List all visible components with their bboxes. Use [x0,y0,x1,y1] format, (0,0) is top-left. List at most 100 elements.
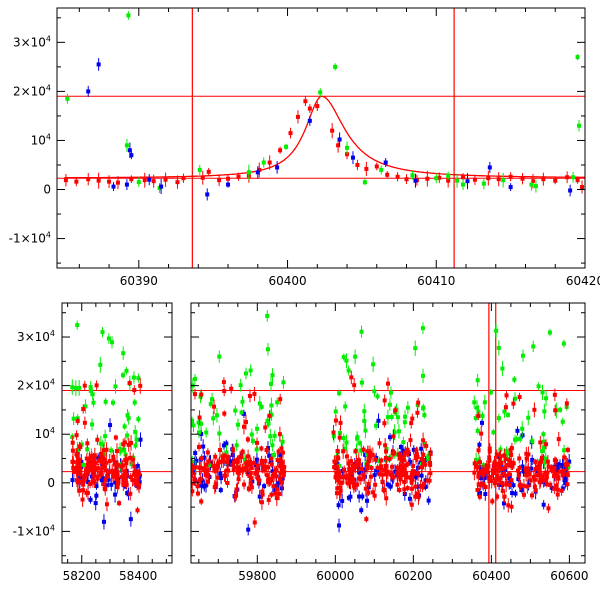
bottom-red-point-0-162 [131,457,136,462]
bottom-red-point-2-227 [371,490,376,495]
bottom-blue-point-1-4 [218,488,223,493]
bottom-green-point-1-108 [250,439,255,444]
bottom-green-point-1-89 [257,401,262,406]
bottom-red-point-2-175 [398,476,403,481]
bottom-green-point-3-117 [560,419,565,424]
bottom-red-point-1-260 [215,463,220,468]
top-red-point-40 [472,177,477,182]
bottom-xtick-label-5: 60400 [472,569,510,583]
top-green-point-1 [124,143,129,148]
bottom-green-point-0-94 [70,385,75,390]
bottom-red-point-3-281 [532,477,537,482]
bottom-green-point-0-80 [136,417,141,422]
bottom-red-point-1-255 [272,471,277,476]
top-green-point-5 [197,167,202,172]
bottom-red-point-2-168 [346,461,351,466]
bottom-red-point-1-259 [236,477,241,482]
bottom-red-point-2-294 [338,420,343,425]
bottom-red-point-1-251 [210,463,215,468]
bottom-green-point-0-85 [81,462,86,467]
bottom-red-point-0-267 [98,472,103,477]
top-green-point-2 [126,13,131,18]
top-green-point-15 [434,176,439,181]
bottom-red-point-3-198 [472,470,477,475]
bottom-green-point-1-81 [269,403,274,408]
bottom-red-point-3-259 [552,486,557,491]
bottom-green-point-0-76 [106,336,111,341]
top-red-point-33 [395,174,400,179]
bottom-green-point-3-68 [502,409,507,414]
bottom-red-point-0-274 [80,497,85,502]
bottom-red-point-3-232 [492,481,497,486]
bottom-red-point-2-196 [372,493,377,498]
bottom-red-point-2-158 [393,408,398,413]
bottom-blue-point-2-23 [388,484,393,489]
bottom-red-point-2-296 [399,455,404,460]
bottom-green-point-0-87 [85,447,90,452]
bottom-red-point-3-273 [535,464,540,469]
bottom-red-point-2-276 [428,451,433,456]
bottom-green-point-1-104 [204,430,209,435]
bottom-red-point-1-118 [266,465,271,470]
bottom-red-point-3-122 [556,437,561,442]
bottom-red-point-0-211 [70,459,75,464]
bottom-red-point-2-183 [368,474,373,479]
bottom-red-point-3-274 [521,483,526,488]
bottom-green-point-0-101 [132,400,137,405]
bottom-red-point-0-224 [132,472,137,477]
bottom-red-point-3-285 [480,469,485,474]
bottom-red-point-3-152 [481,481,486,486]
bottom-red-point-2-289 [365,462,370,467]
top-red-point-20 [278,148,283,153]
bottom-red-point-2-324 [400,473,405,478]
bottom-blue-point-1-55 [257,494,262,499]
bottom-red-point-1-125 [221,380,226,385]
bottom-red-point-2-156 [373,482,378,487]
bottom-xtick-label-1: 58400 [119,569,157,583]
top-red-point-1 [74,179,79,184]
top-red-point-7 [142,178,147,183]
bottom-red-point-1-272 [278,459,283,464]
bottom-green-point-2-90 [344,358,349,363]
bottom-blue-point-1-12 [270,469,275,474]
bottom-red-point-2-237 [359,466,364,471]
bottom-red-point-3-211 [494,452,499,457]
bottom-red-point-1-270 [252,391,257,396]
bottom-red-point-2-169 [409,502,414,507]
bottom-red-point-0-216 [84,472,89,477]
bottom-red-point-3-226 [495,468,500,473]
top-panel-zoom: 60390 60400 60410 60420 3×104 2×104 104 0 -1×104 [9,7,600,288]
bottom-red-point-2-255 [391,475,396,480]
top-red-point-37 [437,175,442,180]
top-red-point-50 [580,185,585,190]
bottom-green-point-3-114 [504,448,509,453]
bottom-green-point-1-111 [270,373,275,378]
bottom-red-point-1-280 [192,476,197,481]
bottom-red-point-2-197 [414,448,419,453]
bottom-red-point-0-259 [88,481,93,486]
bottom-green-point-3-74 [496,416,501,421]
bottom-red-point-3-150 [475,487,480,492]
bottom-green-point-2-132 [337,463,342,468]
bottom-green-point-1-112 [248,368,253,373]
top-green-point-10 [333,64,338,69]
bottom-red-point-1-189 [243,420,248,425]
bottom-green-point-0-83 [90,422,95,427]
bottom-green-point-0-97 [71,416,76,421]
bottom-red-point-1-157 [196,491,201,496]
top-red-point-48 [565,175,570,180]
bottom-red-point-2-300 [402,452,407,457]
bottom-green-point-1-62 [191,419,195,424]
top-blue-point-8 [205,192,210,197]
top-blue-point-13 [337,137,342,142]
bottom-blue-point-0-31 [135,463,140,468]
bottom-blue-point-0-57 [101,519,106,524]
bottom-red-point-0-187 [77,479,82,484]
bottom-blue-point-2-24 [426,498,431,503]
bottom-green-point-2-128 [395,415,400,420]
bottom-frame-1 [190,302,586,564]
bottom-blue-point-0-42 [113,492,118,497]
bottom-blue-point-2-68 [419,446,424,451]
bottom-red-point-2-279 [366,481,371,486]
bottom-green-point-3-70 [472,400,477,405]
